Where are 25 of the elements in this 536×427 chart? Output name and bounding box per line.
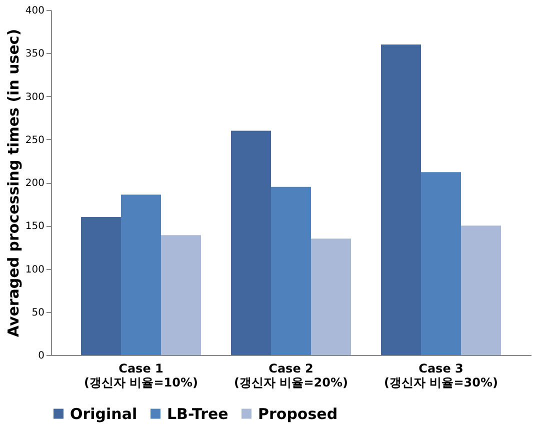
bar [121,194,161,355]
bar [461,226,501,355]
bar [81,217,121,355]
bar [381,44,421,355]
legend-label: Proposed [258,404,338,423]
bar [421,172,461,355]
y-tick-label: 400 [25,6,44,16]
y-tick-label: 100 [25,264,44,276]
y-axis-title: Averaged processing times (in usec) [4,28,22,338]
y-tick-label: 300 [25,92,44,103]
x-tick-label: Case 3 (갱신자 비율=30%) [384,362,498,390]
y-tick-label: 50 [32,307,44,318]
y-tick-label: 0 [38,350,44,362]
legend-label: LB-Tree [167,404,228,423]
legend-label: Original [70,404,138,423]
x-tick-label: Case 2 (갱신자 비율=20%) [234,362,348,390]
y-tick-label: 350 [25,48,44,60]
y-tick-label: 250 [25,134,44,146]
bar [271,186,311,355]
y-tick-label: 150 [25,221,44,232]
bar [161,235,201,355]
x-tick-label: Case 1 (갱신자 비율=10%) [84,362,198,390]
bar [311,238,351,355]
y-tick-label: 200 [25,178,44,189]
bar [231,130,271,355]
